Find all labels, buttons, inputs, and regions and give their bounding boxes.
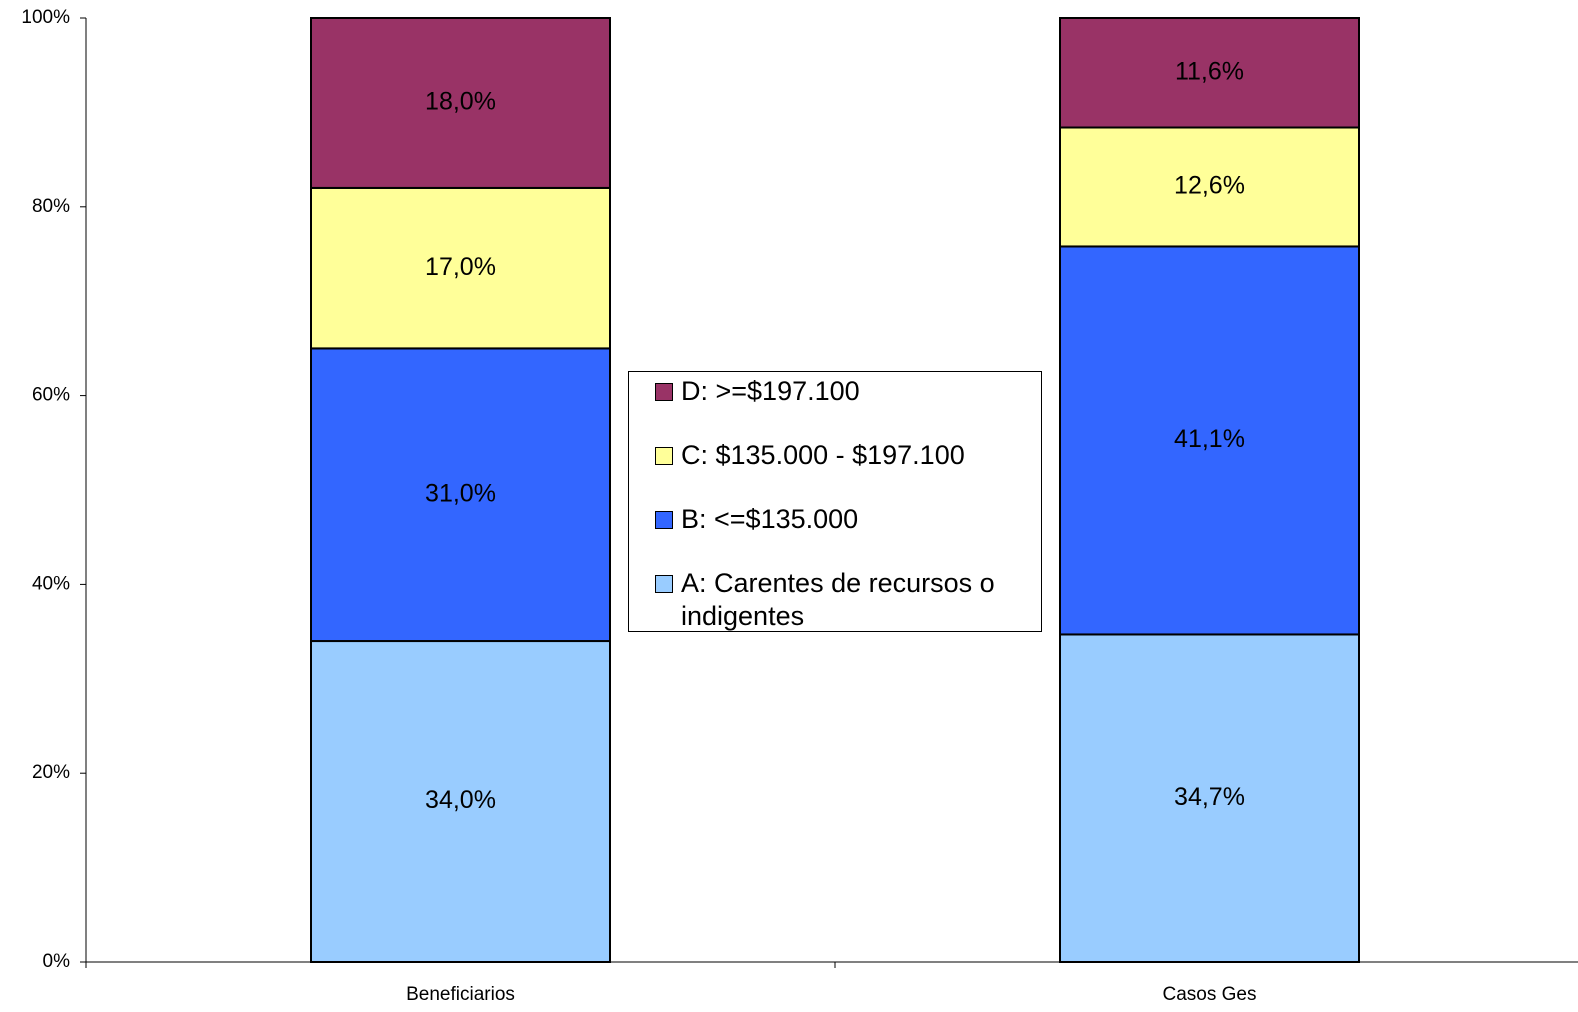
legend-item: A: Carentes de recursos o indigentes: [655, 567, 1026, 633]
page: 0% 20% 40% 60% 80% 100% Beneficiarios 34,0% 31,0…: [0, 0, 1578, 1012]
legend-swatch: [655, 383, 673, 401]
data-label: 17,0%: [425, 253, 496, 281]
data-label: 11,6%: [1175, 57, 1244, 85]
data-label: 41,1%: [1174, 425, 1245, 453]
legend-label: B: <=$135.000: [681, 503, 1026, 536]
legend-swatch: [655, 575, 673, 593]
data-label: 34,7%: [1174, 783, 1245, 811]
legend-label: C: $135.000 - $197.100: [681, 439, 1026, 472]
data-label: 18,0%: [425, 88, 496, 116]
y-tick-label: 100%: [21, 7, 70, 28]
legend-label: D: >=$197.100: [681, 375, 1026, 408]
x-tick-label: Casos Ges: [1163, 984, 1257, 1005]
legend: D: >=$197.100 C: $135.000 - $197.100 B: <=…: [628, 371, 1042, 632]
legend-swatch: [655, 511, 673, 529]
legend-item: D: >=$197.100: [655, 375, 1026, 408]
y-tick-label: 80%: [32, 196, 70, 217]
x-tick-label: Beneficiarios: [406, 984, 515, 1005]
y-tick-label: 0%: [43, 951, 71, 972]
y-tick-label: 20%: [32, 762, 70, 783]
legend-label: A: Carentes de recursos o indigentes: [681, 567, 1026, 633]
data-label: 12,6%: [1174, 172, 1245, 200]
data-label: 34,0%: [425, 786, 496, 814]
legend-swatch: [655, 447, 673, 465]
y-tick-label: 60%: [32, 385, 70, 406]
legend-item: B: <=$135.000: [655, 503, 1026, 536]
y-tick-label: 40%: [32, 573, 70, 594]
data-label: 31,0%: [425, 479, 496, 507]
legend-item: C: $135.000 - $197.100: [655, 439, 1026, 472]
